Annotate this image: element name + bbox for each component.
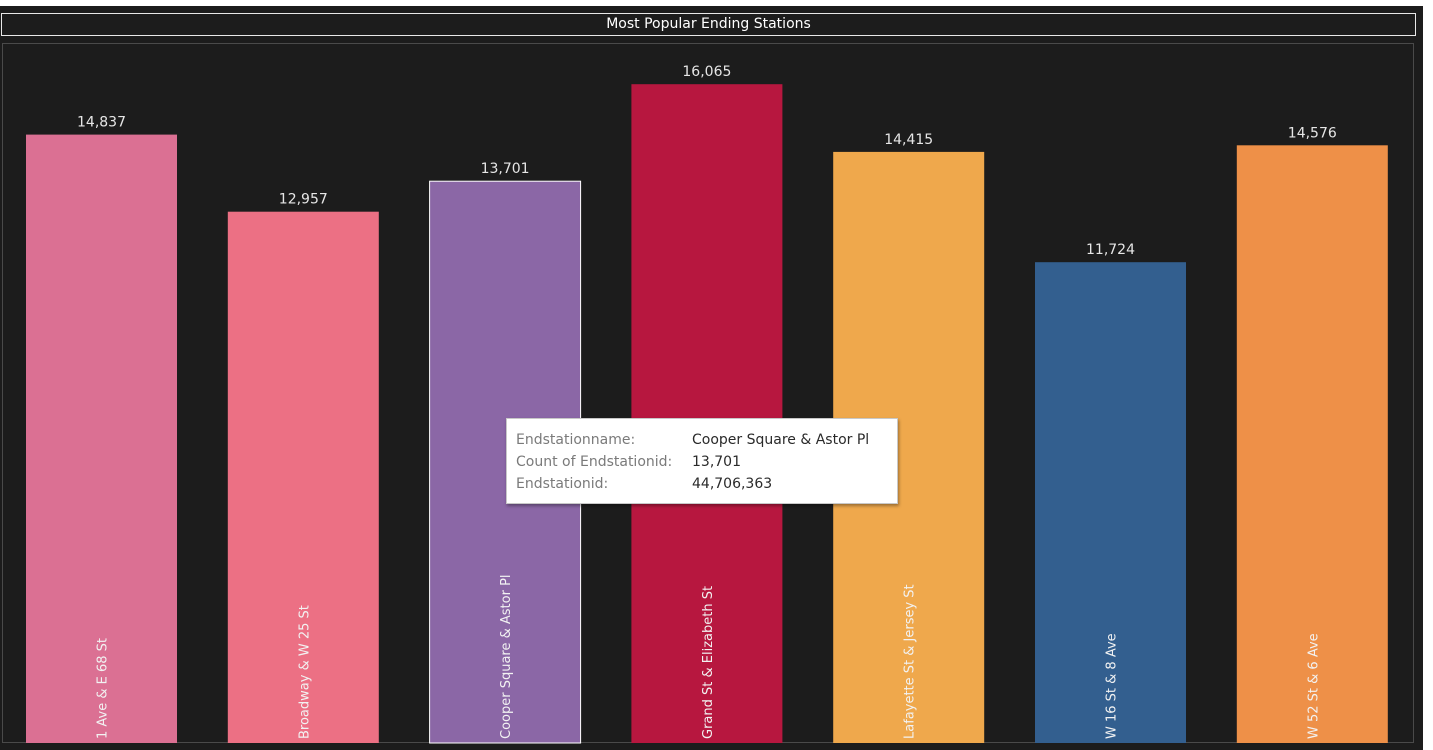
value-label-6: 14,576 [1288,125,1337,141]
tooltip-value: 13,701 [692,454,741,470]
tooltip-key: Endstationname: [516,432,636,448]
value-label-2: 13,701 [481,161,530,177]
category-label-4: Lafayette St & Jersey St [903,584,918,739]
tooltip-value: Cooper Square & Astor Pl [692,432,870,448]
value-label-5: 11,724 [1086,242,1135,258]
bar-3[interactable] [631,84,783,743]
bar-0[interactable] [26,134,177,744]
category-label-1: Broadway & W 25 St [297,605,312,739]
category-label-0: 1 Ave & E 68 St [96,638,111,739]
value-label-3: 16,065 [682,64,731,80]
tooltip: Endstationname: Cooper Square & Astor Pl… [506,418,898,504]
bar-6[interactable] [1236,145,1388,744]
tooltip-row-name: Endstationname: Cooper Square & Astor Pl [516,429,888,451]
category-label-6: W 52 St & 6 Ave [1306,633,1321,739]
bar-5[interactable] [1035,262,1186,743]
category-label-5: W 16 St & 8 Ave [1105,633,1120,739]
value-label-4: 14,415 [884,132,933,148]
chart-title: Most Popular Ending Stations [1,13,1416,36]
category-label-3: Grand St & Elizabeth St [701,586,716,739]
value-label-0: 14,837 [77,115,126,131]
tooltip-value: 44,706,363 [692,476,773,492]
tooltip-row-id: Endstationid: 44,706,363 [516,473,888,495]
top-strip [0,0,1433,6]
tooltip-key: Endstationid: [516,476,609,492]
category-label-2: Cooper Square & Astor Pl [499,574,514,739]
tooltip-key: Count of Endstationid: [516,454,673,470]
right-edge [1423,0,1433,750]
value-label-1: 12,957 [279,192,328,208]
tooltip-row-count: Count of Endstationid: 13,701 [516,451,888,473]
bar-1[interactable] [227,211,379,743]
